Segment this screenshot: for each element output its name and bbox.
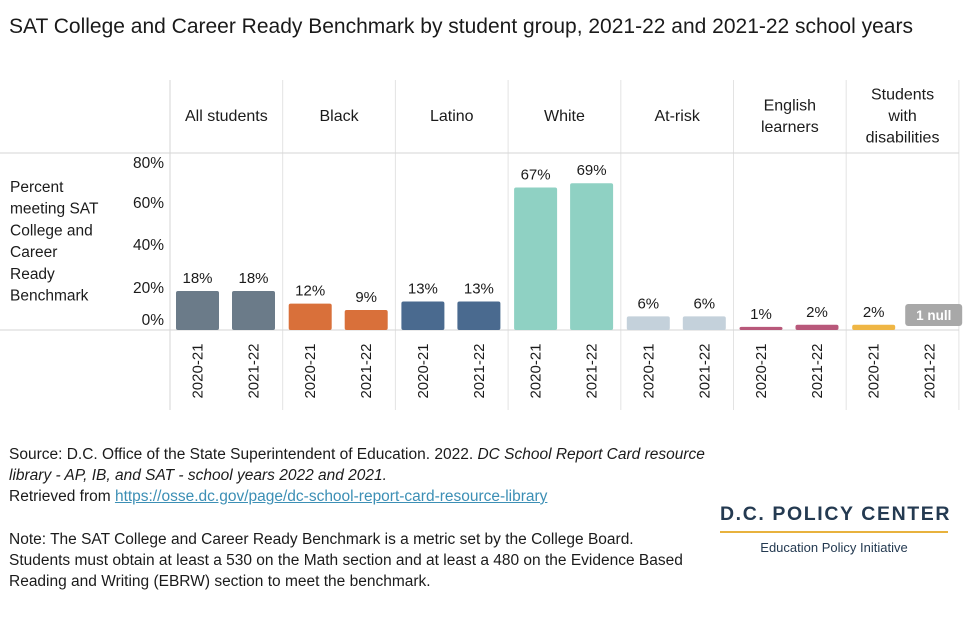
x-tick-label: 2021-22 — [584, 343, 601, 398]
x-tick-label: 2021-22 — [696, 343, 713, 398]
null-badge — [905, 304, 963, 326]
x-tick-label: 2020-21 — [528, 343, 545, 398]
logo-name: D.C. POLICY CENTER — [720, 503, 949, 533]
source-link[interactable]: https://osse.dc.gov/page/dc-school-repor… — [114, 488, 548, 505]
bar — [232, 290, 275, 330]
group-label: At-risk — [654, 108, 700, 125]
bar — [401, 301, 445, 330]
data-label: 13% — [464, 281, 494, 298]
group-label: White — [544, 108, 585, 125]
source-title: DC School Report Card resource library -… — [9, 446, 705, 484]
note-text: Note: The SAT College and Career Ready B… — [9, 531, 683, 590]
x-tick-label: 2021-22 — [922, 343, 939, 398]
y-tick-label: 40% — [133, 237, 164, 254]
bar — [626, 316, 670, 330]
null-badge-label: 1 null — [916, 308, 951, 323]
data-label: 6% — [637, 295, 659, 312]
bar — [795, 324, 839, 330]
group-label: English learners — [761, 97, 819, 136]
data-label: 69% — [577, 162, 607, 179]
bar — [176, 290, 219, 330]
bar — [682, 316, 726, 330]
x-tick-label: 2020-21 — [190, 343, 207, 398]
x-tick-label: 2020-21 — [640, 343, 657, 398]
chart-title: SAT College and Career Ready Benchmark b… — [9, 15, 913, 38]
x-tick-label: 2020-21 — [302, 343, 319, 398]
bar — [457, 301, 501, 330]
y-tick-label: 0% — [142, 312, 165, 329]
source-prefix: Source: D.C. Office of the State Superin… — [9, 446, 478, 463]
x-tick-label: 2021-22 — [358, 343, 375, 398]
x-tick-label: 2021-22 — [471, 343, 488, 398]
logo-subtitle: Education Policy Initiative — [760, 540, 908, 555]
dc-policy-center-logo: D.C. POLICY CENTER Education Policy Init… — [720, 503, 949, 555]
bar — [344, 309, 388, 330]
data-label: 12% — [295, 283, 325, 300]
group-label: Students with disabilities — [866, 87, 940, 147]
x-tick-label: 2020-21 — [753, 343, 770, 398]
x-tick-label: 2021-22 — [246, 343, 263, 398]
x-tick-label: 2020-21 — [415, 343, 432, 398]
bar — [852, 324, 896, 330]
data-label: 2% — [806, 304, 828, 321]
group-label: All students — [185, 108, 268, 125]
data-label: 9% — [355, 289, 377, 306]
y-tick-label: 60% — [133, 195, 164, 212]
bar — [739, 326, 783, 330]
data-label: 6% — [693, 295, 715, 312]
x-tick-label: 2021-22 — [809, 343, 826, 398]
data-label: 18% — [182, 270, 212, 287]
group-label: Latino — [430, 108, 474, 125]
bar — [514, 187, 558, 330]
bar — [570, 183, 614, 330]
data-label: 18% — [238, 270, 268, 287]
data-label: 2% — [863, 304, 885, 321]
y-tick-label: 20% — [133, 280, 164, 297]
bar-chart: Percent meeting SAT College and Career Ready… — [0, 80, 963, 410]
data-label: 1% — [750, 306, 772, 323]
y-axis-label: Percent meeting SAT College and Career Ready… — [10, 179, 99, 305]
x-tick-label: 2020-21 — [866, 343, 883, 398]
data-label: 67% — [521, 166, 551, 183]
source-text: Source: D.C. Office of the State Superin… — [9, 444, 709, 507]
data-label: 13% — [408, 281, 438, 298]
source-retrieved: Retrieved from — [9, 488, 115, 505]
y-tick-label: 80% — [133, 155, 164, 172]
group-label: Black — [319, 108, 359, 125]
bar — [288, 303, 332, 330]
